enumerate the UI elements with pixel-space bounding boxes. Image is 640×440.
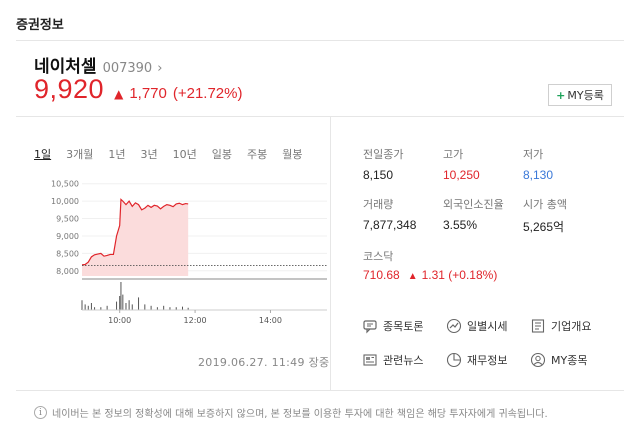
stat-low: 저가 8,130 <box>523 146 613 182</box>
volume-label: 거래량 <box>363 198 394 211</box>
tab-3m[interactable]: 3개월 <box>66 148 94 161</box>
tab-3y[interactable]: 3년 <box>140 148 158 161</box>
market-cap-label: 시가 총액 <box>523 198 567 211</box>
stat-market-cap: 시가 총액 5,265억 <box>523 196 613 235</box>
related-news-link[interactable]: 관련뉴스 <box>362 352 423 368</box>
tab-monthly-candle[interactable]: 월봉 <box>282 148 303 161</box>
stat-high: 고가 10,250 <box>443 146 533 182</box>
chat-icon <box>363 320 377 334</box>
price-line <box>81 198 189 266</box>
price-area <box>82 199 189 276</box>
financials-link[interactable]: 재무정보 <box>446 352 507 368</box>
foreign-ratio-value: 3.55% <box>443 218 478 232</box>
plus-icon: + <box>556 88 566 102</box>
y-tick-label: 10,000 <box>51 197 79 206</box>
stock-panel <box>16 116 624 391</box>
change-amount: 1,770 <box>129 85 167 102</box>
trend-icon <box>446 318 462 334</box>
discussion-label: 종목토론 <box>383 320 424 333</box>
disclaimer: i 네이버는 본 정보의 정확성에 대해 보증하지 않으며, 본 정보를 이용한… <box>34 405 548 420</box>
my-register-button[interactable]: + MY등록 <box>548 84 612 106</box>
low-value: 8,130 <box>523 168 554 182</box>
tab-1y[interactable]: 1년 <box>108 148 126 161</box>
tab-1d[interactable]: 1일 <box>34 148 52 161</box>
stock-name-link[interactable]: 네이처셀 <box>34 57 97 77</box>
stock-code-link[interactable]: 007390 <box>102 61 153 76</box>
discussion-link[interactable]: 종목토론 <box>362 318 423 334</box>
stat-prev-close: 전일종가 8,150 <box>363 146 453 182</box>
tab-weekly-candle[interactable]: 주봉 <box>247 148 268 161</box>
x-tick-label: 10:00 <box>108 316 131 325</box>
info-icon: i <box>34 406 47 419</box>
intraday-chart[interactable]: 10,500 10,000 9,500 9,000 8,500 8,000 10:00 12:… <box>30 170 330 330</box>
up-triangle-icon: ▲ <box>407 271 418 282</box>
financials-label: 재무정보 <box>467 354 508 367</box>
stat-volume: 거래량 7,877,348 <box>363 196 453 232</box>
up-triangle-icon: ▲ <box>114 87 124 101</box>
period-tabs: 1일 3개월 1년 3년 10년 일봉 주봉 월봉 <box>34 146 318 162</box>
low-label: 저가 <box>523 148 544 161</box>
chevron-right-icon[interactable]: › <box>157 61 163 76</box>
my-stocks-label: MY종목 <box>551 354 588 367</box>
high-value: 10,250 <box>443 168 480 182</box>
prev-close-value: 8,150 <box>363 168 394 182</box>
market-index-row: 710.68 ▲ 1.31 (+0.18%) <box>363 268 497 282</box>
market-cap-value: 5,265억 <box>523 220 565 234</box>
divider <box>16 40 624 41</box>
market-index-value: 710.68 <box>363 268 400 282</box>
x-tick-label: 12:00 <box>184 316 207 325</box>
related-news-label: 관련뉴스 <box>383 354 424 367</box>
y-tick-label: 9,000 <box>56 232 79 241</box>
user-icon <box>530 352 546 368</box>
stat-foreign-ratio: 외국인소진율 3.55% <box>443 196 533 232</box>
company-info-label: 기업개요 <box>551 320 592 333</box>
price-row: 9,920 ▲ 1,770 (+21.72%) <box>34 74 242 105</box>
current-price: 9,920 <box>34 74 105 104</box>
stock-header: 네이처셀 007390 › <box>34 52 162 77</box>
market-index-change: 1.31 (+0.18%) <box>421 268 498 282</box>
foreign-ratio-label: 외국인소진율 <box>443 198 504 211</box>
panel-divider <box>330 116 331 391</box>
my-stocks-link[interactable]: MY종목 <box>530 352 587 368</box>
disclaimer-text: 네이버는 본 정보의 정확성에 대해 보증하지 않으며, 본 정보를 이용한 투… <box>52 409 548 420</box>
timestamp: 2019.06.27. 11:49 장중 <box>198 356 330 369</box>
prev-close-label: 전일종가 <box>363 148 404 161</box>
daily-price-link[interactable]: 일별시세 <box>446 318 507 334</box>
y-tick-label: 10,500 <box>51 180 79 189</box>
volume-value: 7,877,348 <box>363 218 417 232</box>
x-tick-label: 14:00 <box>259 316 282 325</box>
list-icon <box>531 319 545 333</box>
news-icon <box>363 354 377 366</box>
company-info-link[interactable]: 기업개요 <box>530 318 591 334</box>
tab-10y[interactable]: 10년 <box>172 148 197 161</box>
tab-daily-candle[interactable]: 일봉 <box>211 148 232 161</box>
y-tick-label: 8,500 <box>56 249 79 258</box>
y-tick-label: 8,000 <box>56 267 79 276</box>
change-percent: (+21.72%) <box>172 85 243 102</box>
market-index-label: 코스닥 <box>363 250 394 263</box>
pie-chart-icon <box>446 352 462 368</box>
high-label: 고가 <box>443 148 464 161</box>
y-tick-label: 9,500 <box>56 215 79 224</box>
my-register-label: MY등록 <box>567 89 604 102</box>
section-title: 증권정보 <box>16 18 64 33</box>
daily-price-label: 일별시세 <box>467 320 508 333</box>
